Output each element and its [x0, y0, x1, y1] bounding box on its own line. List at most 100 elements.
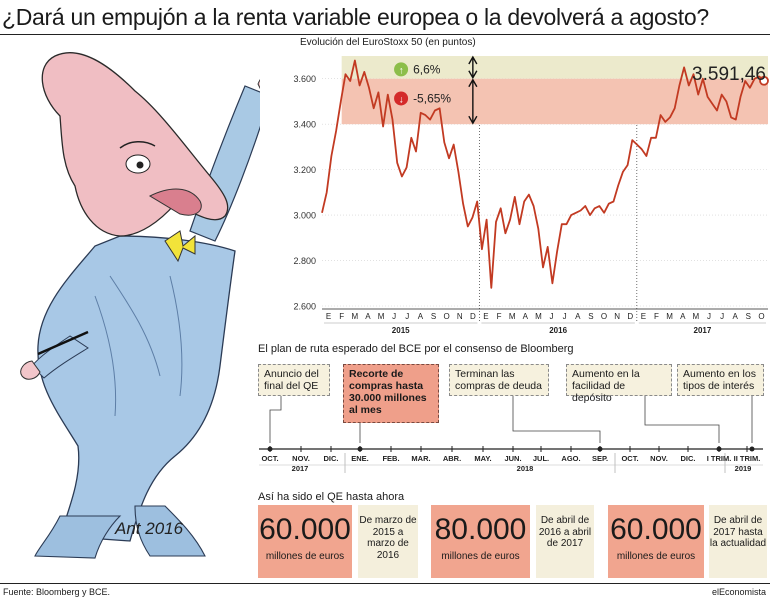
y-tick-label: 3.000	[293, 211, 316, 221]
y-tick-label: 3.600	[293, 74, 316, 84]
month-tick-label: S	[588, 312, 593, 321]
month-tick-label: E	[326, 312, 331, 321]
qe-period: De abril de 2017 hasta la actualidad	[709, 505, 767, 578]
month-tick-label: M	[351, 312, 358, 321]
timeline-month-label: AGO.	[561, 454, 580, 463]
month-tick-label: J	[720, 312, 724, 321]
y-tick-label: 2.600	[293, 302, 316, 312]
up-change-label: 6,6%	[413, 62, 441, 76]
month-tick-label: M	[378, 312, 385, 321]
timeline-month-label: MAR.	[411, 454, 430, 463]
qe-amount-block: 60.000 millones de euros	[258, 505, 352, 578]
month-tick-label: J	[405, 312, 409, 321]
qe-amount-value: 60.000	[610, 513, 702, 546]
month-tick-label: J	[392, 312, 396, 321]
qe-amount-unit: millones de euros	[265, 551, 345, 562]
event-marker	[749, 446, 755, 452]
event-connector	[644, 395, 720, 443]
chart-title: Evolución del EuroStoxx 50 (en puntos)	[300, 37, 476, 48]
month-tick-label: D	[627, 312, 633, 321]
month-tick-label: F	[339, 312, 344, 321]
roadmap-timeline: OCT. NOV. DIC. ENE. FEB. MAR. ABR. MAY. JUN. JUL.…	[259, 395, 763, 473]
month-tick-label: F	[497, 312, 502, 321]
month-tick-label: A	[733, 312, 739, 321]
year-label: 2017	[694, 326, 712, 335]
month-tick-label: M	[509, 312, 516, 321]
up-arrow-glyph: ↑	[399, 65, 404, 76]
event-marker	[357, 446, 363, 452]
event-marker	[267, 446, 273, 452]
timeline-month-label: JUL.	[533, 454, 549, 463]
y-tick-label: 3.200	[293, 165, 316, 175]
timeline-year-label: 2019	[735, 464, 752, 473]
month-tick-label: N	[614, 312, 620, 321]
timeline-month-label: SEP.	[592, 454, 608, 463]
year-label: 2016	[549, 326, 567, 335]
month-tick-label: O	[758, 312, 764, 321]
last-point-marker	[759, 75, 769, 86]
timeline-year-label: 2017	[292, 464, 309, 473]
caricature-illustration: Ant 2016	[20, 51, 260, 559]
change-bands	[341, 56, 768, 125]
y-tick-label: 3.400	[293, 120, 316, 130]
event-connector	[512, 395, 601, 443]
timeline-year-label: 2018	[517, 464, 534, 473]
page-title: ¿Dará un empujón a la renta variable eur…	[2, 4, 709, 30]
qe-period: De marzo de 2015 a marzo de 2016	[358, 505, 418, 578]
year-label: 2015	[392, 326, 410, 335]
month-tick-label: M	[535, 312, 542, 321]
qe-amount-block: 80.000 millones de euros	[431, 505, 530, 578]
timeline-month-label: JUN.	[504, 454, 521, 463]
month-tick-label: A	[523, 312, 529, 321]
timeline-month-label: NOV.	[650, 454, 668, 463]
month-tick-label: E	[641, 312, 646, 321]
timeline-month-label: MAY.	[474, 454, 491, 463]
month-tick-label: A	[680, 312, 686, 321]
qe-title: Así ha sido el QE hasta ahora	[258, 491, 405, 503]
down-arrow-glyph: ↓	[399, 94, 404, 105]
down-range-arrowhead-top	[468, 78, 478, 88]
series-line-group	[321, 59, 769, 289]
qe-amount-value: 80.000	[434, 513, 527, 546]
chart-annotations: ↑ 6,6% ↓ -5,65% 3.591,46	[394, 55, 766, 125]
qe-amount-value: 60.000	[259, 513, 351, 546]
up-range-arrowhead-top	[468, 55, 478, 65]
month-tick-label: S	[431, 312, 436, 321]
footer-divider	[0, 583, 770, 584]
qe-amount-unit: millones de euros	[441, 551, 520, 562]
timeline-month-label: FEB.	[382, 454, 399, 463]
roadmap-event-2: Recorte de compras hasta 30.000 millones…	[343, 364, 439, 423]
timeline-month-label: II TRIM.	[734, 454, 761, 463]
month-tick-label: S	[746, 312, 751, 321]
timeline-month-label: OCT.	[261, 454, 278, 463]
qe-amount-unit: millones de euros	[616, 551, 696, 562]
roadmap-event-4: Aumento en la facilidad de depósito	[566, 364, 672, 404]
roadmap-title: El plan de ruta esperado del BCE por el …	[258, 343, 574, 355]
eurostoxx-line	[321, 59, 765, 289]
down-change-label: -5,65%	[413, 91, 451, 105]
month-tick-label: A	[575, 312, 581, 321]
month-tick-label: F	[654, 312, 659, 321]
event-connector	[269, 395, 282, 443]
month-tick-label: A	[418, 312, 424, 321]
y-axis: 2.600 2.800 3.000 3.200 3.400 3.600	[293, 74, 316, 311]
month-tick-label: A	[365, 312, 371, 321]
up-arrow-icon	[394, 62, 409, 77]
up-range-arrowhead-bottom	[468, 70, 478, 80]
roadmap-event-3: Terminan las compras de deuda	[449, 364, 549, 396]
timeline-month-label: OCT.	[621, 454, 638, 463]
month-tick-label: D	[470, 312, 476, 321]
month-tick-label: O	[601, 312, 607, 321]
month-tick-label: M	[666, 312, 673, 321]
timeline-month-label: ENE.	[351, 454, 369, 463]
month-tick-label: O	[444, 312, 450, 321]
month-tick-label: N	[457, 312, 463, 321]
title-divider	[0, 34, 770, 35]
timeline-month-label: DIC.	[324, 454, 339, 463]
qe-amount-block: 60.000 millones de euros	[608, 505, 704, 578]
month-tick-label: J	[563, 312, 567, 321]
month-tick-label: M	[693, 312, 700, 321]
up-change-band	[341, 56, 768, 79]
timeline-month-label: ABR.	[443, 454, 461, 463]
month-tick-label: J	[550, 312, 554, 321]
